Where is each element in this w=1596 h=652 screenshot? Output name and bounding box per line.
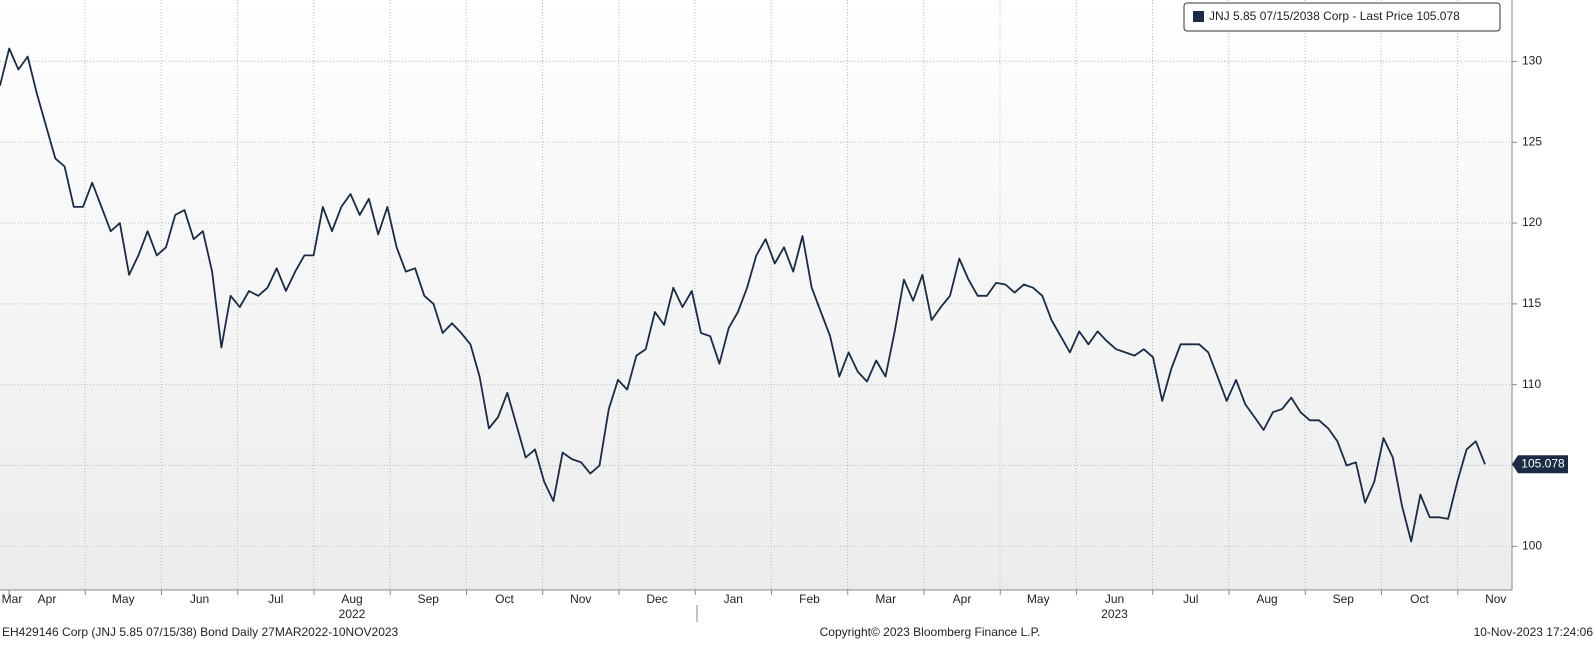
x-tick-label: May xyxy=(1027,592,1050,606)
x-tick-label: Oct xyxy=(495,592,514,606)
year-label: 2023 xyxy=(1101,607,1128,621)
x-tick-label: Nov xyxy=(570,592,591,606)
footer-right: 10-Nov-2023 17:24:06 xyxy=(1474,625,1594,639)
y-tick-label: 125 xyxy=(1522,134,1542,148)
x-tick-label: Sep xyxy=(418,592,440,606)
x-tick-label: Jul xyxy=(1183,592,1198,606)
x-tick-label: Aug xyxy=(1256,592,1277,606)
x-tick-label: Sep xyxy=(1333,592,1355,606)
footer-left: EH429146 Corp (JNJ 5.85 07/15/38) Bond D… xyxy=(2,625,399,639)
x-tick-label: Mar xyxy=(875,592,896,606)
y-tick-label: 130 xyxy=(1522,54,1542,68)
legend: JNJ 5.85 07/15/2038 Corp - Last Price 10… xyxy=(1183,2,1501,32)
x-tick-label: Nov xyxy=(1485,592,1506,606)
legend-box xyxy=(1183,2,1501,32)
y-tick-label: 115 xyxy=(1522,296,1541,310)
x-tick-label: May xyxy=(112,592,135,606)
y-tick-label: 100 xyxy=(1522,539,1542,553)
x-tick-label: Jun xyxy=(1105,592,1124,606)
x-tick-label: Jul xyxy=(268,592,283,606)
y-tick-label: 110 xyxy=(1522,377,1541,391)
x-tick-label: Aug xyxy=(341,592,362,606)
plot-area xyxy=(0,0,1512,590)
x-tick-label: Apr xyxy=(953,592,972,606)
legend-swatch xyxy=(1193,11,1204,22)
x-tick-label: Feb xyxy=(799,592,820,606)
legend-label: JNJ 5.85 07/15/2038 Corp - Last Price 10… xyxy=(1209,9,1460,23)
x-tick-label: Jun xyxy=(190,592,209,606)
x-tick-label: Mar xyxy=(2,592,23,606)
x-tick-label: Dec xyxy=(646,592,667,606)
x-tick-label: Jan xyxy=(724,592,743,606)
footer-center: Copyright© 2023 Bloomberg Finance L.P. xyxy=(820,625,1041,639)
last-price-label: 105.078 xyxy=(1521,456,1565,470)
x-tick-label: Apr xyxy=(38,592,57,606)
x-tick-label: Oct xyxy=(1410,592,1429,606)
year-label: 2022 xyxy=(339,607,366,621)
y-tick-label: 120 xyxy=(1522,215,1542,229)
last-price-tag xyxy=(1512,455,1568,474)
price-line xyxy=(0,47,1486,543)
